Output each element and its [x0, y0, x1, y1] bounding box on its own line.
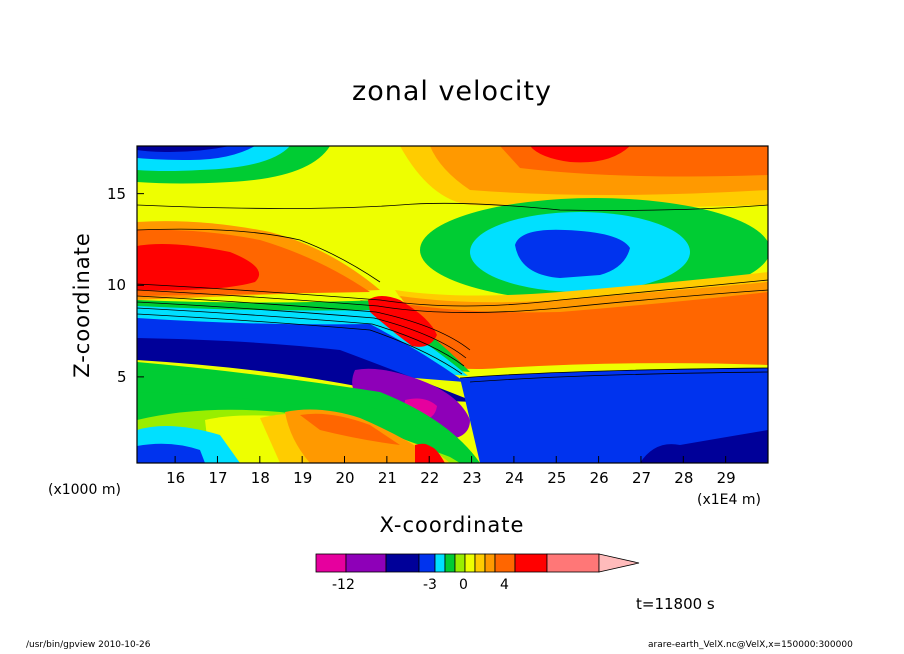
colorbar-swatch [546, 553, 600, 573]
colorbar-swatch [514, 553, 548, 573]
colorbar-swatch [464, 553, 476, 573]
colorbar-extension-arrow [598, 553, 640, 573]
colorbar-swatch [385, 553, 420, 573]
x-axis-units: (x1E4 m) [697, 492, 761, 508]
y-axis-label: Z-coordinate [70, 232, 94, 378]
colorbar [315, 553, 640, 573]
x-tick-label: 16 [166, 469, 186, 487]
chart-title: zonal velocity [352, 76, 552, 107]
x-tick-label: 28 [674, 469, 694, 487]
y-tick-label: 15 [107, 184, 127, 203]
colorbar-swatch [315, 553, 347, 573]
time-label: t=11800 s [636, 595, 715, 613]
x-tick-label: 20 [335, 469, 355, 487]
x-tick-label: 22 [420, 469, 440, 487]
colorbar-swatch [474, 553, 486, 573]
colorbar-tick-label: 0 [459, 577, 468, 593]
x-tick-label: 29 [716, 469, 736, 487]
x-tick-label: 27 [631, 469, 652, 487]
colorbar-swatch [484, 553, 496, 573]
colorbar-swatch [434, 553, 446, 573]
x-tick-label: 21 [377, 469, 397, 487]
x-tick-label: 25 [547, 469, 567, 487]
plot-frame [136, 145, 769, 464]
y-axis-units: (x1000 m) [48, 482, 121, 498]
footer-program-date: /usr/bin/gpview 2010-10-26 [26, 640, 151, 650]
x-tick-label: 24 [504, 469, 524, 487]
x-tick-label: 17 [208, 469, 228, 487]
x-tick-label: 26 [589, 469, 609, 487]
colorbar-swatch [454, 553, 466, 573]
colorbar-swatch [444, 553, 456, 573]
footer-data-source: arare-earth_VelX.nc@VelX,x=150000:300000 [648, 640, 853, 650]
x-tick-label: 18 [250, 469, 270, 487]
y-tick-label: 5 [117, 367, 127, 386]
x-tick-label: 23 [462, 469, 482, 487]
velocity-field [137, 146, 768, 463]
y-tick-label: 10 [107, 276, 127, 295]
colorbar-tick-label: -12 [332, 577, 355, 593]
colorbar-swatch [494, 553, 516, 573]
colorbar-swatch [418, 553, 436, 573]
colorbar-tick-label: 4 [500, 577, 509, 593]
x-tick-label: 19 [293, 469, 313, 487]
colorbar-swatch [345, 553, 387, 573]
x-axis-label: X-coordinate [379, 513, 525, 537]
colorbar-tick-label: -3 [423, 577, 437, 593]
